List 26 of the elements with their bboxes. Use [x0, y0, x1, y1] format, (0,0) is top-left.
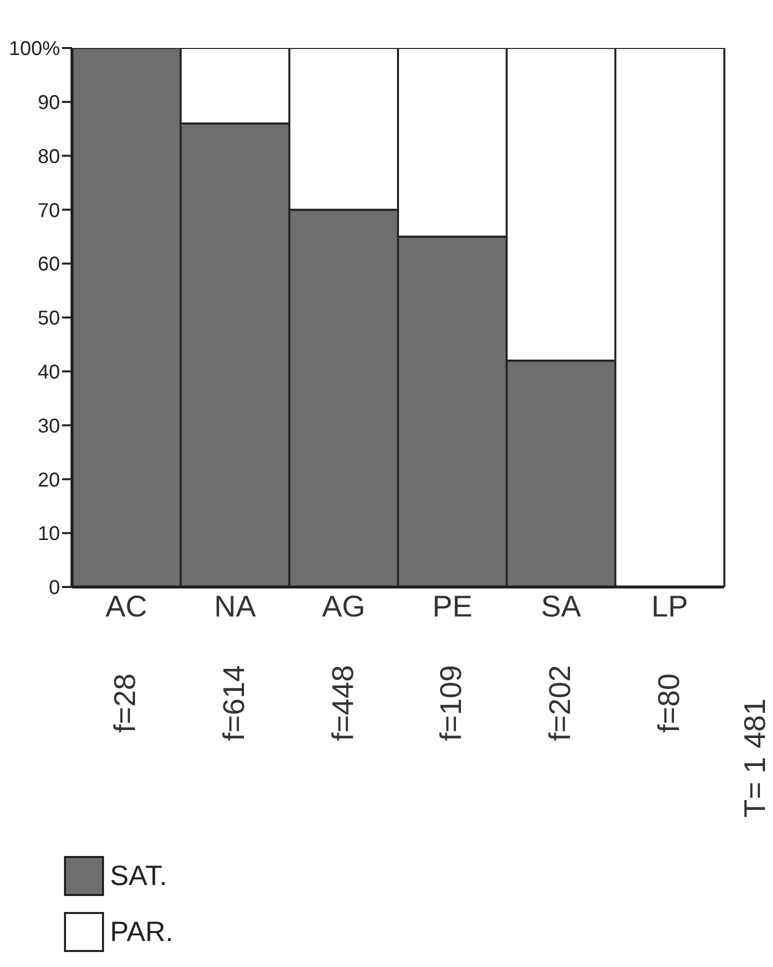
y-tick-label: 70: [38, 200, 60, 222]
legend-label: PAR.: [110, 916, 174, 948]
x-tick-label: PE: [432, 590, 472, 624]
y-tick-label: 10: [38, 523, 60, 546]
text: f=448: [326, 665, 361, 741]
y-tick-label: 0: [48, 577, 60, 600]
text: f=28: [109, 673, 144, 733]
text: f=109: [435, 665, 470, 741]
y-tick-label: 80: [38, 146, 60, 168]
y-tick-label: 30: [38, 415, 60, 438]
text: f=202: [544, 665, 578, 741]
y-tick-label: 50: [38, 308, 60, 330]
text: f=614: [218, 665, 252, 741]
y-tick-label: 100%: [8, 38, 60, 60]
y-tick-label: 20: [38, 469, 60, 492]
x-tick-label: LP: [651, 590, 688, 624]
text: f=80: [652, 673, 687, 733]
y-tick-label: 60: [38, 254, 60, 276]
y-tick-label: 40: [38, 362, 60, 384]
x-tick-label: NA: [214, 590, 256, 624]
x-tick-label: SA: [540, 590, 582, 624]
x-tick-label: AC: [105, 590, 148, 624]
legend-label: SAT.: [110, 860, 168, 892]
x-tick-label: AG: [322, 590, 366, 624]
y-tick-label: 90: [38, 92, 60, 114]
text: T= 1 481: [739, 698, 773, 818]
